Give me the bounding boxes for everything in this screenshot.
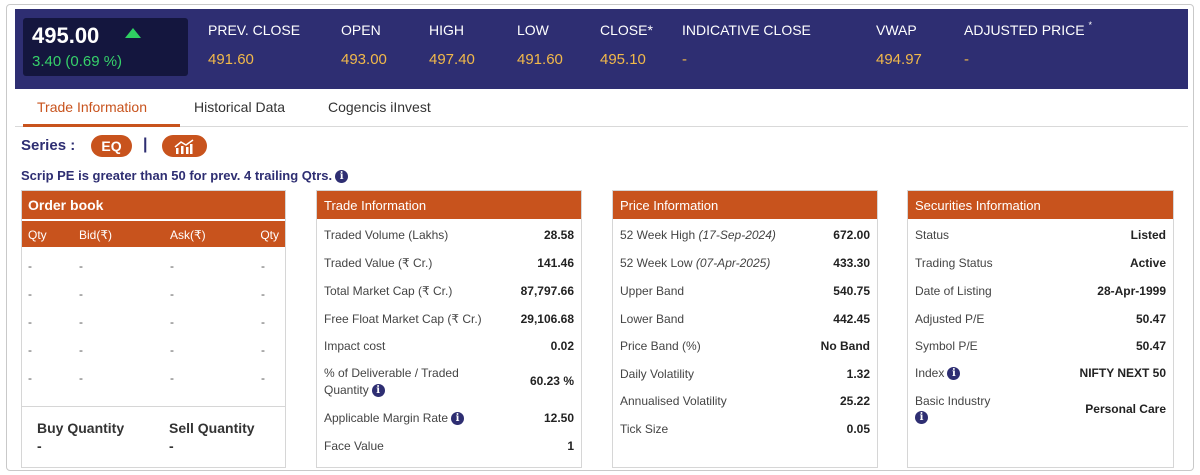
order-book-row: ---- <box>28 343 265 357</box>
securities-information-card: Securities Information Status Listed Trad… <box>907 190 1174 468</box>
trade-information-card: Trade Information Traded Volume (Lakhs) 2… <box>316 190 582 468</box>
stat-label: CLOSE* <box>600 22 653 38</box>
stat-value: 491.60 <box>517 51 563 68</box>
series-label: Series : <box>21 137 76 154</box>
buy-quantity-label: Buy Quantity <box>37 420 125 436</box>
price-information-title: Price Information <box>613 191 877 219</box>
stat-value: 495.10 <box>600 51 646 68</box>
info-row: Basic Industry i Personal Care <box>915 394 1166 425</box>
price-change: 3.40 (0.69 %) <box>32 53 123 70</box>
sell-quantity-label: Sell Quantity <box>169 420 255 436</box>
last-price-box: 495.00 3.40 (0.69 %) <box>23 18 188 76</box>
col-bid-qty: Qty <box>28 228 47 242</box>
col-bid: Bid(₹) <box>79 228 112 242</box>
info-icon[interactable]: i <box>915 411 928 425</box>
order-book-title: Order book <box>22 191 285 219</box>
col-ask: Ask(₹) <box>170 228 206 242</box>
stat-value: - <box>964 51 969 68</box>
tab-historical-data[interactable]: Historical Data <box>194 99 286 115</box>
order-book-row: ---- <box>28 371 265 385</box>
stat-label: INDICATIVE CLOSE <box>682 22 811 38</box>
series-separator: | <box>143 136 148 153</box>
tab-cogencis-iinvest[interactable]: Cogencis iInvest <box>328 99 431 115</box>
stat-label: OPEN <box>341 22 381 38</box>
series-eq-badge[interactable]: EQ <box>91 135 132 157</box>
stat-value: 494.97 <box>876 51 922 68</box>
stock-quote-panel: 495.00 3.40 (0.69 %) PREV. CLOSE 491.60 … <box>6 4 1194 471</box>
order-book-columns: Qty Bid(₹) Ask(₹) Qty <box>22 221 285 247</box>
order-book-row: ---- <box>28 315 265 329</box>
order-book-card: Order book Qty Bid(₹) Ask(₹) Qty ---- --… <box>21 190 286 468</box>
stat-label: LOW <box>517 22 549 38</box>
info-icon[interactable]: i <box>371 384 385 398</box>
chart-button[interactable] <box>162 135 207 157</box>
stat-value: 493.00 <box>341 51 387 68</box>
stat-label: ADJUSTED PRICE * <box>964 20 1092 38</box>
stat-value: 491.60 <box>208 51 254 68</box>
info-icon[interactable]: i <box>947 367 961 381</box>
stat-value: 497.40 <box>429 51 475 68</box>
price-information-card: Price Information 52 Week High (17-Sep-2… <box>612 190 878 468</box>
stat-label: HIGH <box>429 22 464 38</box>
info-row: % of Deliverable / Traded Quantity i 60.2… <box>324 366 574 398</box>
col-ask-qty: Qty <box>260 228 279 242</box>
buy-quantity-value: - <box>37 438 42 454</box>
stat-label: PREV. CLOSE <box>208 22 301 38</box>
tab-bar: Trade Information Historical Data Cogenc… <box>15 91 1188 127</box>
active-tab-indicator <box>23 124 180 127</box>
last-price: 495.00 <box>32 23 100 48</box>
bar-chart-icon <box>174 139 194 154</box>
sell-quantity-value: - <box>169 438 174 454</box>
stat-value: - <box>682 51 687 68</box>
stat-label: VWAP <box>876 22 917 38</box>
order-book-totals: Buy Quantity - Sell Quantity - <box>22 406 285 467</box>
up-arrow-icon <box>125 28 141 38</box>
order-book-row: ---- <box>28 287 265 301</box>
tab-trade-information[interactable]: Trade Information <box>37 99 147 115</box>
trade-information-title: Trade Information <box>317 191 581 219</box>
quote-header: 495.00 3.40 (0.69 %) PREV. CLOSE 491.60 … <box>15 9 1188 89</box>
pe-note: Scrip PE is greater than 50 for prev. 4 … <box>21 168 349 184</box>
securities-information-title: Securities Information <box>908 191 1173 219</box>
info-icon[interactable]: i <box>335 170 349 184</box>
order-book-row: ---- <box>28 259 265 273</box>
info-icon[interactable]: i <box>451 412 465 426</box>
